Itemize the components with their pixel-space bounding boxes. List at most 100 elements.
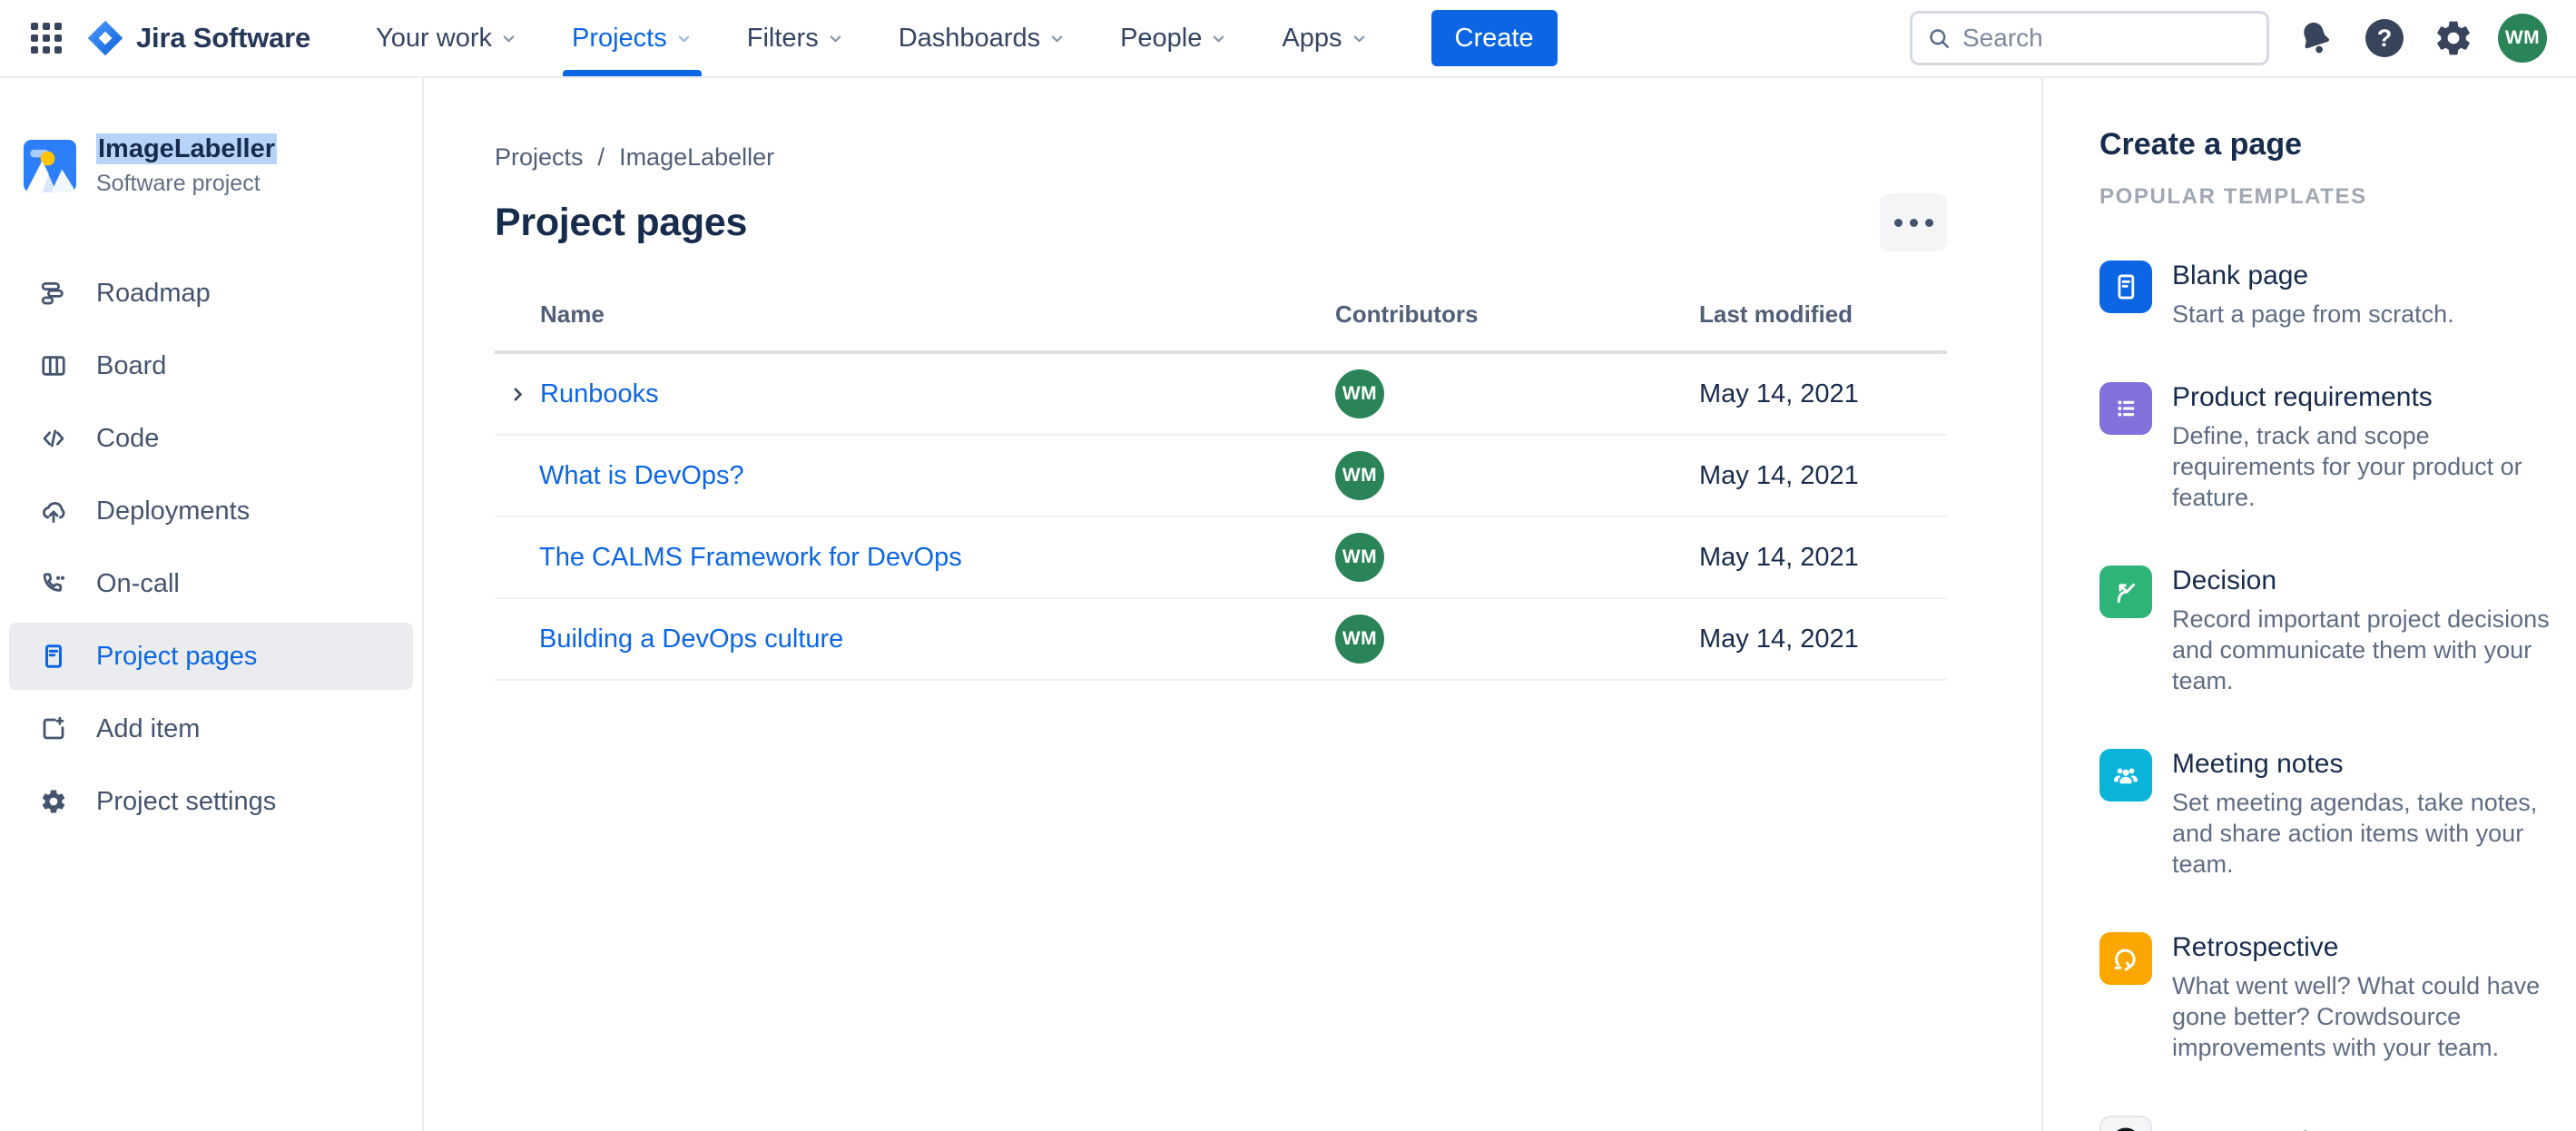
contributor-avatar[interactable]: WM <box>1335 451 1384 500</box>
sidebar-item-label: Code <box>96 423 160 453</box>
nav-your-work[interactable]: Your work <box>361 0 532 76</box>
contributors-cell: WM <box>1335 369 1699 418</box>
add-item-icon <box>43 716 64 740</box>
sidebar-item-add-item[interactable]: Add item <box>0 693 422 765</box>
sidebar-item-project-pages[interactable]: Project pages <box>9 623 413 690</box>
compass-icon <box>2099 1116 2152 1131</box>
template-description: Record important project decisions and c… <box>2172 605 2550 694</box>
expand-chevron-icon[interactable] <box>508 385 527 404</box>
sidebar-item-label: Add item <box>96 713 201 743</box>
template-description: Start a page from scratch. <box>2172 300 2454 328</box>
people-group-icon <box>2099 749 2152 802</box>
page-title: Project pages <box>495 200 748 244</box>
create-button[interactable]: Create <box>1431 10 1558 66</box>
page-name-cell: Building a DevOps culture <box>495 625 1335 654</box>
project-avatar[interactable] <box>24 139 76 192</box>
template-retrospective[interactable]: Retrospective What went well? What could… <box>2099 932 2571 1063</box>
page-name-cell: What is DevOps? <box>495 461 1335 491</box>
roadmap-icon <box>41 282 64 305</box>
phone-icon <box>43 573 65 592</box>
sidebar-item-label: Board <box>96 350 167 380</box>
user-avatar-button[interactable]: WM <box>2492 8 2552 68</box>
sidebar-item-label: Project settings <box>96 786 277 816</box>
blank-page-icon <box>2099 261 2152 313</box>
project-info: ImageLabeller Software project <box>96 133 278 197</box>
gear-icon <box>42 790 65 813</box>
more-templates-button[interactable]: More templates <box>2099 1116 2571 1131</box>
template-name: Product requirements <box>2172 382 2433 412</box>
chevron-down-icon <box>830 34 841 42</box>
breadcrumb: Projects / ImageLabeller <box>495 143 2041 172</box>
page-link[interactable]: What is DevOps? <box>539 460 744 490</box>
more-options-button[interactable] <box>1880 193 1947 251</box>
nav-label: Filters <box>746 23 819 53</box>
template-description: Set meeting agendas, take notes, and sha… <box>2172 789 2538 878</box>
breadcrumb-project-link[interactable]: ImageLabeller <box>619 143 775 171</box>
sidebar-item-board[interactable]: Board <box>0 329 422 402</box>
nav-utility-icons: ? WM <box>2286 8 2552 68</box>
sidebar-item-label: Deployments <box>96 496 251 526</box>
app-switcher-button[interactable] <box>20 12 73 64</box>
template-name: Meeting notes <box>2172 749 2344 779</box>
nav-apps[interactable]: Apps <box>1267 0 1381 76</box>
column-header-contributors: Contributors <box>1335 300 1479 328</box>
sidebar-item-code[interactable]: Code <box>0 402 422 475</box>
contributor-avatar[interactable]: WM <box>1335 369 1384 418</box>
page-name-cell: Runbooks <box>495 379 1335 409</box>
nav-filters[interactable]: Filters <box>732 0 859 76</box>
help-button[interactable]: ? <box>2355 8 2414 68</box>
nav-label: Apps <box>1282 23 1342 53</box>
chevron-down-icon <box>678 34 690 42</box>
sidebar-item-label: On-call <box>96 568 180 598</box>
last-modified-cell: May 14, 2021 <box>1699 624 1859 654</box>
column-header-last-modified: Last modified <box>1699 300 1853 328</box>
contributors-cell: WM <box>1335 615 1699 664</box>
nav-people[interactable]: People <box>1106 0 1242 76</box>
page-link[interactable]: The CALMS Framework for DevOps <box>539 542 962 572</box>
table-header: Name Contributors Last modified <box>495 286 1947 354</box>
jira-logo[interactable]: Jira Software <box>85 18 310 58</box>
sidebar-item-oncall[interactable]: On-call <box>0 547 422 620</box>
breadcrumb-projects-link[interactable]: Projects <box>495 143 584 171</box>
checklist-icon <box>2099 382 2152 435</box>
chevron-down-icon <box>503 34 515 42</box>
contributor-avatar[interactable]: WM <box>1335 533 1384 582</box>
sidebar-item-roadmap[interactable]: Roadmap <box>0 257 422 329</box>
cloud-upload-icon <box>43 502 65 523</box>
page-link[interactable]: Building a DevOps culture <box>539 624 844 654</box>
chevron-down-icon <box>1353 34 1364 42</box>
template-decision[interactable]: Decision Record important project decisi… <box>2099 566 2571 696</box>
jira-diamond-icon <box>87 20 123 56</box>
panel-title: Create a page <box>2099 127 2302 162</box>
search-input[interactable] <box>1962 24 2252 53</box>
template-body: Meeting notes Set meeting agendas, take … <box>2172 749 2571 880</box>
search-box[interactable] <box>1910 11 2269 65</box>
main-content: Projects / ImageLabeller Project pages N… <box>424 78 2041 1131</box>
template-product-requirements[interactable]: Product requirements Define, track and s… <box>2099 382 2571 513</box>
last-modified-cell: May 14, 2021 <box>1699 542 1859 572</box>
template-meeting-notes[interactable]: Meeting notes Set meeting agendas, take … <box>2099 749 2571 880</box>
template-list: Blank page Start a page from scratch. Pr… <box>2099 261 2571 1131</box>
nav-label: Dashboards <box>898 23 1041 53</box>
template-blank-page[interactable]: Blank page Start a page from scratch. <box>2099 261 2571 329</box>
nav-dashboards[interactable]: Dashboards <box>884 0 1080 76</box>
ellipsis-icon <box>1893 218 1903 227</box>
project-header: ImageLabeller Software project <box>0 133 422 197</box>
sidebar-item-label: Roadmap <box>96 278 211 308</box>
sidebar-item-project-settings[interactable]: Project settings <box>0 765 422 838</box>
template-body: Product requirements Define, track and s… <box>2172 382 2571 513</box>
contributor-avatar[interactable]: WM <box>1335 615 1384 664</box>
settings-button[interactable] <box>2424 8 2483 68</box>
notifications-button[interactable] <box>2286 8 2345 68</box>
top-navigation-bar: Jira Software Your work Projects Filters… <box>0 0 2576 78</box>
question-mark-icon: ? <box>2365 19 2404 57</box>
template-name: Blank page <box>2172 261 2309 290</box>
title-row: Project pages <box>495 193 1947 251</box>
project-name[interactable]: ImageLabeller <box>96 133 278 164</box>
sidebar-item-deployments[interactable]: Deployments <box>0 475 422 547</box>
last-modified-cell: May 14, 2021 <box>1699 379 1859 408</box>
nav-projects[interactable]: Projects <box>557 0 707 76</box>
page-link[interactable]: Runbooks <box>540 379 659 408</box>
template-body: Retrospective What went well? What could… <box>2172 932 2571 1063</box>
